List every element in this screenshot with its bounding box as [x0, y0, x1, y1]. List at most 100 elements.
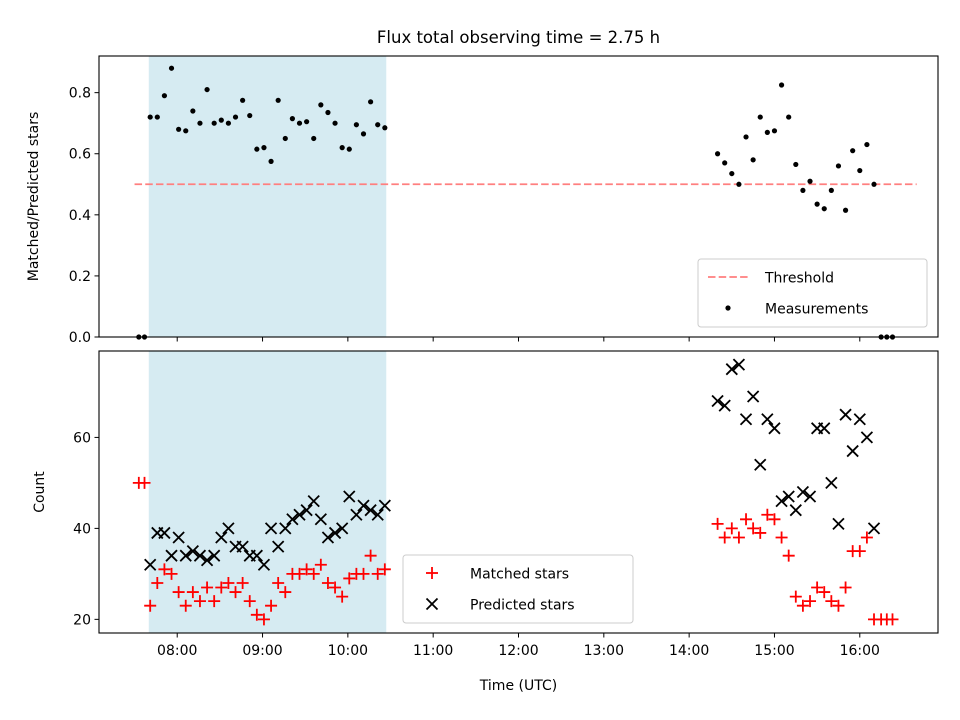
measurement-point — [722, 160, 728, 166]
predicted-star-marker — [789, 504, 802, 517]
predicted-star-marker — [725, 363, 738, 376]
measurement-point — [168, 65, 175, 71]
predicted-star-marker — [350, 508, 363, 521]
matched-star-marker — [357, 567, 370, 580]
bottom-x-tick-label: 08:00 — [157, 643, 197, 659]
measurement-point — [835, 163, 842, 169]
measurement-point — [736, 181, 742, 187]
matched-star-marker — [740, 513, 753, 526]
measurement-point — [842, 207, 849, 213]
predicted-star-marker — [768, 422, 781, 435]
bottom-x-tick-label: 13:00 — [584, 643, 624, 659]
predicted-star-marker — [165, 549, 178, 562]
top-legend: Threshold Measurements — [697, 258, 928, 328]
measurement-point — [296, 120, 303, 126]
top-y-tick-label: 0.8 — [69, 86, 91, 102]
predicted-star-marker — [272, 540, 285, 553]
predicted-star-marker — [321, 531, 335, 544]
measurement-point — [275, 97, 281, 103]
predicted-star-marker — [803, 490, 817, 503]
matched-star-marker — [371, 567, 384, 580]
predicted-star-marker — [215, 531, 228, 544]
matched-star-marker — [229, 586, 242, 599]
measurement-point — [218, 117, 224, 123]
measurement-point — [268, 158, 274, 164]
bottom-y-tick-label: 40 — [73, 521, 91, 537]
matched-star-marker — [804, 595, 817, 608]
matched-star-marker — [732, 531, 745, 544]
measurement-point — [147, 114, 153, 120]
predicted-star-marker — [853, 413, 866, 426]
measurement-point — [318, 102, 324, 108]
bottom-x-axis-label: Time (UTC) — [479, 678, 557, 694]
matched-star-marker — [293, 567, 306, 580]
bottom-x-ticks: 08:00 09:00 10:00 11:00 12:00 13:00 14:00 15:00… — [157, 633, 880, 659]
measurement-point — [346, 146, 352, 152]
matched-star-marker — [775, 531, 788, 544]
matched-star-marker — [257, 613, 270, 626]
top-y-tick-label: 0.2 — [69, 269, 91, 285]
matched-star-marker — [314, 558, 327, 571]
legend-matched-label: Matched stars — [470, 567, 569, 583]
predicted-star-marker — [364, 504, 377, 517]
measurement-point — [800, 187, 806, 193]
measurement-point — [771, 128, 778, 134]
matched-stars-points — [132, 476, 899, 626]
predicted-star-marker — [746, 390, 760, 403]
figure-title: Flux total observing time = 2.75 h — [377, 28, 660, 47]
measurement-point — [154, 114, 160, 120]
bottom-legend: Matched stars Predicted stars — [402, 554, 634, 624]
measurement-point — [864, 141, 870, 148]
predicted-star-marker — [200, 554, 214, 567]
matched-star-marker — [186, 586, 199, 599]
bottom-x-tick-label: 14:00 — [669, 643, 709, 659]
top-axes-frame — [98, 55, 939, 338]
predicted-star-marker — [279, 522, 292, 535]
measurement-point — [304, 119, 310, 125]
legend-predicted-label: Predicted stars — [470, 598, 575, 614]
top-highlight-span — [148, 56, 387, 337]
measurement-point — [382, 125, 388, 131]
measurement-point — [743, 134, 749, 140]
matched-star-marker — [886, 613, 899, 626]
predicted-star-marker — [860, 431, 874, 444]
predicted-star-marker — [286, 513, 299, 526]
matched-star-marker — [796, 599, 809, 612]
predicted-star-marker — [825, 476, 838, 490]
predicted-star-marker — [264, 522, 278, 535]
legend-matched-swatch — [426, 567, 438, 579]
predicted-star-marker — [818, 422, 831, 435]
legend-measurements-label: Measurements — [765, 302, 868, 318]
predicted-star-marker — [357, 499, 370, 512]
top-y-tick-label: 0.0 — [69, 330, 91, 346]
matched-star-marker — [272, 576, 285, 589]
matched-star-marker — [158, 563, 171, 576]
measurement-point — [204, 86, 210, 93]
predicted-star-marker — [179, 549, 192, 562]
predicted-star-marker — [257, 558, 271, 571]
matched-star-marker — [250, 608, 263, 621]
bottom-x-tick-label: 16:00 — [840, 643, 880, 659]
measurement-point — [225, 120, 232, 126]
matched-star-marker — [378, 563, 391, 576]
predicted-star-marker — [732, 358, 746, 371]
matched-star-marker — [279, 586, 292, 599]
predicted-star-marker — [158, 526, 171, 540]
legend-measurements-swatch — [725, 305, 731, 311]
matched-star-marker — [789, 590, 802, 603]
predicted-star-marker — [782, 490, 795, 503]
measurement-point — [254, 146, 260, 152]
measurement-point — [714, 151, 721, 157]
matched-star-marker — [329, 581, 342, 594]
predicted-star-marker — [378, 499, 391, 512]
matched-star-marker — [782, 549, 795, 562]
measurement-point — [161, 93, 168, 99]
predicted-star-marker — [314, 513, 327, 526]
measurement-point — [857, 167, 863, 174]
measurement-point — [325, 109, 331, 116]
measurement-point — [183, 128, 189, 134]
bottom-x-tick-label: 09:00 — [242, 643, 282, 659]
predicted-star-marker — [144, 558, 157, 571]
measurement-point — [240, 97, 246, 103]
